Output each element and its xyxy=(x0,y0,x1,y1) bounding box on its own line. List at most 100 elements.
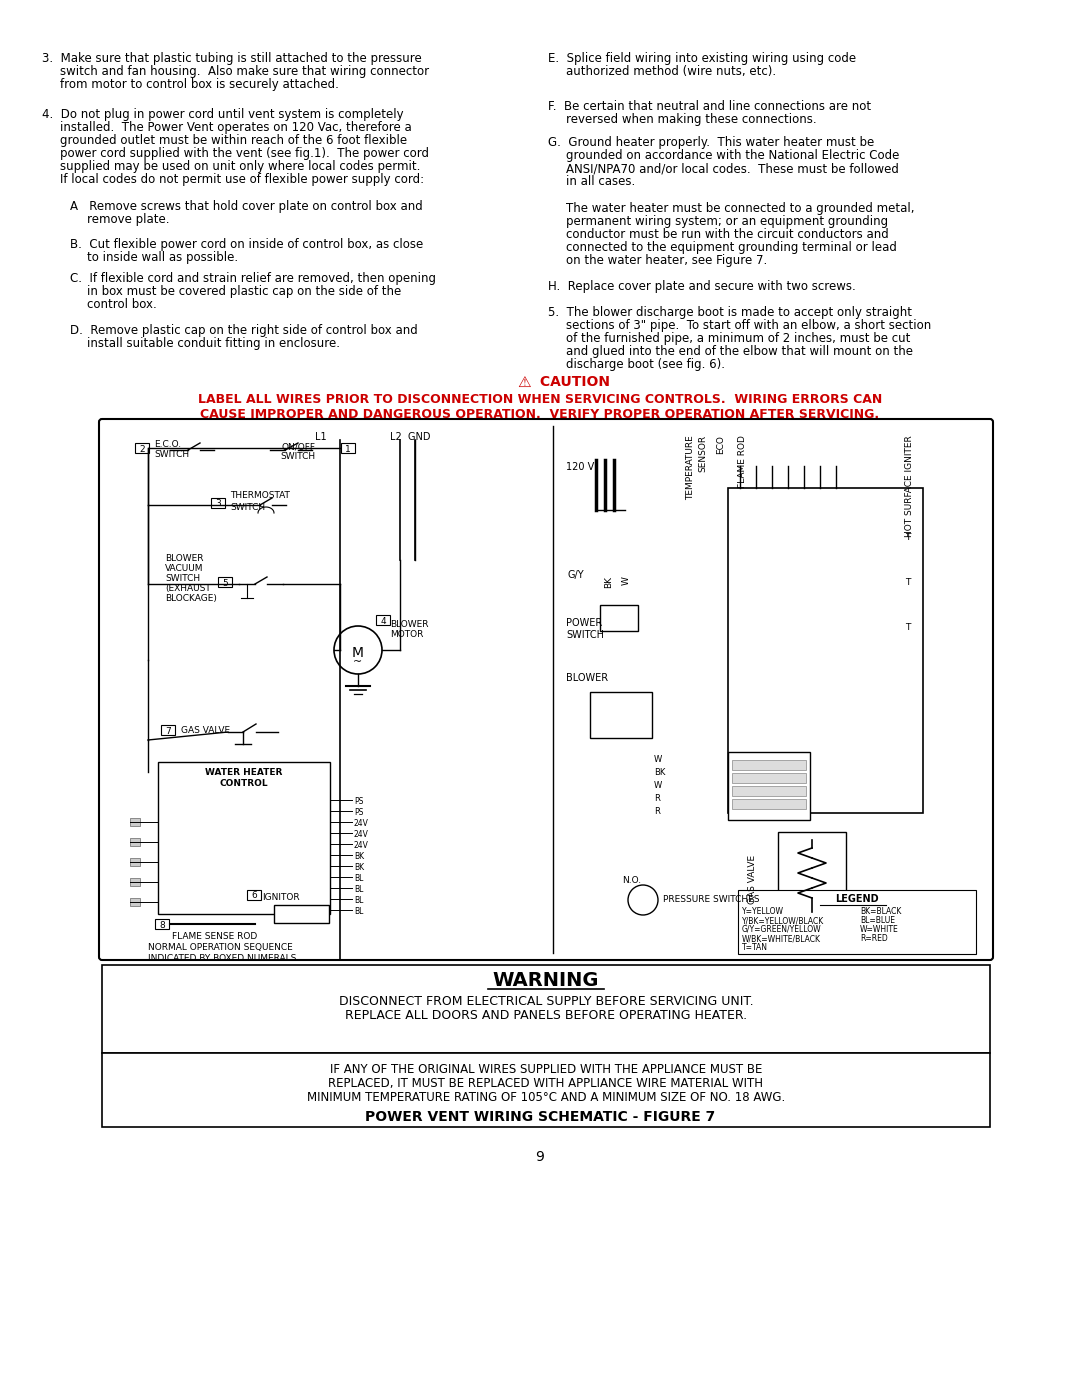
Text: W: W xyxy=(654,781,662,789)
Text: GAS VALVE: GAS VALVE xyxy=(181,726,230,735)
Bar xyxy=(341,443,355,453)
Bar xyxy=(728,752,810,820)
Bar xyxy=(732,787,806,796)
Bar xyxy=(130,819,140,826)
Text: T: T xyxy=(905,534,910,542)
Text: BLOCKAGE): BLOCKAGE) xyxy=(165,594,217,604)
Text: BL: BL xyxy=(354,907,363,916)
Text: T=TAN: T=TAN xyxy=(742,943,768,951)
Text: BLOWER: BLOWER xyxy=(165,555,203,563)
Text: POWER: POWER xyxy=(566,617,603,629)
Text: to inside wall as possible.: to inside wall as possible. xyxy=(87,251,238,264)
Text: ECO: ECO xyxy=(716,434,725,454)
Bar xyxy=(102,1053,990,1127)
Text: T: T xyxy=(905,623,910,631)
Text: L1: L1 xyxy=(315,432,326,441)
Text: 1: 1 xyxy=(346,444,351,454)
Text: SENSOR: SENSOR xyxy=(698,434,707,472)
Text: 3.  Make sure that plastic tubing is still attached to the pressure: 3. Make sure that plastic tubing is stil… xyxy=(42,52,422,66)
Bar xyxy=(211,497,225,509)
Bar xyxy=(376,615,390,624)
Text: (EXHAUST: (EXHAUST xyxy=(165,584,211,592)
Text: 6: 6 xyxy=(252,891,257,901)
Text: BK: BK xyxy=(354,863,364,872)
Text: 7: 7 xyxy=(165,726,171,735)
Text: MOTOR: MOTOR xyxy=(390,630,423,638)
Text: Y=YELLOW: Y=YELLOW xyxy=(742,907,784,916)
Text: CONTROL: CONTROL xyxy=(219,780,268,788)
Text: ⚠: ⚠ xyxy=(517,374,530,390)
Text: VACUUM: VACUUM xyxy=(165,564,203,573)
Bar xyxy=(590,692,652,738)
Text: G.  Ground heater properly.  This water heater must be: G. Ground heater properly. This water he… xyxy=(548,136,874,149)
Text: conductor must be run with the circuit conductors and: conductor must be run with the circuit c… xyxy=(566,228,889,242)
Bar xyxy=(728,488,923,813)
Text: LEGEND: LEGEND xyxy=(835,894,879,904)
Text: FLAME ROD: FLAME ROD xyxy=(738,434,747,488)
Text: BL: BL xyxy=(354,886,363,894)
Text: permanent wiring system; or an equipment grounding: permanent wiring system; or an equipment… xyxy=(566,215,888,228)
Text: WARNING: WARNING xyxy=(492,971,599,990)
Bar xyxy=(732,799,806,809)
Bar xyxy=(156,919,168,929)
Text: If local codes do not permit use of flexible power supply cord:: If local codes do not permit use of flex… xyxy=(60,173,424,186)
Text: supplied may be used on unit only where local codes permit.: supplied may be used on unit only where … xyxy=(60,161,420,173)
Bar xyxy=(778,833,846,922)
Text: E.  Splice field wiring into existing wiring using code: E. Splice field wiring into existing wir… xyxy=(548,52,856,66)
Bar xyxy=(102,965,990,1053)
Text: SWITCH: SWITCH xyxy=(281,453,315,461)
Text: CAUTION: CAUTION xyxy=(535,374,610,388)
Bar xyxy=(600,605,638,631)
Text: BK: BK xyxy=(604,576,613,588)
Text: W: W xyxy=(654,754,662,764)
Text: REPLACE ALL DOORS AND PANELS BEFORE OPERATING HEATER.: REPLACE ALL DOORS AND PANELS BEFORE OPER… xyxy=(345,1009,747,1023)
Text: 4.  Do not plug in power cord until vent system is completely: 4. Do not plug in power cord until vent … xyxy=(42,108,404,122)
Bar xyxy=(130,858,140,866)
Text: SWITCH: SWITCH xyxy=(154,450,189,460)
Text: SWITCH: SWITCH xyxy=(566,630,604,640)
Text: 2: 2 xyxy=(139,444,145,454)
Text: R=RED: R=RED xyxy=(860,935,888,943)
Text: W=WHITE: W=WHITE xyxy=(860,925,899,935)
Text: TEMPERATURE: TEMPERATURE xyxy=(686,434,696,500)
Text: W: W xyxy=(622,576,631,585)
Text: 24V: 24V xyxy=(354,841,369,849)
Bar xyxy=(161,725,175,735)
Text: NORMAL OPERATION SEQUENCE: NORMAL OPERATION SEQUENCE xyxy=(148,943,293,951)
Text: PS: PS xyxy=(354,807,363,817)
Text: installed.  The Power Vent operates on 120 Vac, therefore a: installed. The Power Vent operates on 12… xyxy=(60,122,411,134)
Bar xyxy=(130,877,140,886)
Text: ON/OFF: ON/OFF xyxy=(281,441,315,451)
Text: L2  GND: L2 GND xyxy=(390,432,431,441)
Text: F.  Be certain that neutral and line connections are not: F. Be certain that neutral and line conn… xyxy=(548,101,872,113)
Text: SWITCH: SWITCH xyxy=(165,574,200,583)
Text: of the furnished pipe, a minimum of 2 inches, must be cut: of the furnished pipe, a minimum of 2 in… xyxy=(566,332,910,345)
Text: connected to the equipment grounding terminal or lead: connected to the equipment grounding ter… xyxy=(566,242,896,254)
Text: SWITCH: SWITCH xyxy=(230,503,265,511)
Text: G/Y: G/Y xyxy=(568,570,584,580)
Text: install suitable conduit fitting in enclosure.: install suitable conduit fitting in encl… xyxy=(87,337,340,351)
Text: INDICATED BY BOXED NUMERALS: INDICATED BY BOXED NUMERALS xyxy=(148,954,296,963)
Text: G/Y=GREEN/YELLOW: G/Y=GREEN/YELLOW xyxy=(742,925,822,935)
Text: The water heater must be connected to a grounded metal,: The water heater must be connected to a … xyxy=(566,203,915,215)
Bar xyxy=(130,838,140,847)
Text: BL: BL xyxy=(354,875,363,883)
Bar xyxy=(158,761,330,914)
Text: GAS VALVE: GAS VALVE xyxy=(748,855,757,904)
Text: LABEL ALL WIRES PRIOR TO DISCONNECTION WHEN SERVICING CONTROLS.  WIRING ERRORS C: LABEL ALL WIRES PRIOR TO DISCONNECTION W… xyxy=(198,393,882,407)
Text: BLOWER: BLOWER xyxy=(566,673,608,683)
Text: ~: ~ xyxy=(353,657,363,666)
Text: W/BK=WHITE/BLACK: W/BK=WHITE/BLACK xyxy=(742,935,821,943)
Text: in box must be covered plastic cap on the side of the: in box must be covered plastic cap on th… xyxy=(87,285,402,298)
Text: R: R xyxy=(654,807,660,816)
Text: 4: 4 xyxy=(380,616,386,626)
Text: BK: BK xyxy=(354,852,364,861)
Text: grounded on accordance with the National Electric Code: grounded on accordance with the National… xyxy=(566,149,900,162)
Text: reversed when making these connections.: reversed when making these connections. xyxy=(566,113,816,126)
Text: 5.  The blower discharge boot is made to accept only straight: 5. The blower discharge boot is made to … xyxy=(548,306,912,319)
Text: FLAME SENSE ROD: FLAME SENSE ROD xyxy=(172,932,257,942)
Text: ANSI/NPA70 and/or local codes.  These must be followed: ANSI/NPA70 and/or local codes. These mus… xyxy=(566,162,899,175)
Bar xyxy=(135,443,149,453)
Bar xyxy=(732,773,806,782)
Text: 120 V: 120 V xyxy=(566,462,594,472)
